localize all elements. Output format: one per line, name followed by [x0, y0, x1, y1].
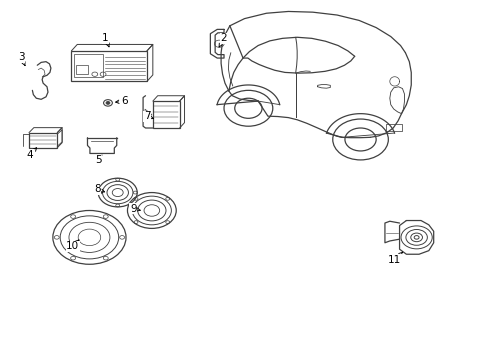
Text: 2: 2 [219, 33, 227, 47]
Text: 3: 3 [18, 52, 25, 66]
Text: 9: 9 [130, 204, 140, 214]
Text: 1: 1 [102, 33, 109, 47]
Text: 6: 6 [115, 96, 128, 106]
Bar [74, 54, 102, 77]
Text: 11: 11 [387, 252, 402, 265]
Text: 5: 5 [95, 155, 102, 165]
Circle shape [106, 102, 110, 104]
Bar [153, 101, 179, 128]
Text: 7: 7 [143, 111, 153, 121]
Bar [71, 51, 147, 81]
Text: 10: 10 [66, 240, 79, 251]
Bar [29, 133, 57, 148]
Bar [76, 65, 88, 74]
Text: 4: 4 [26, 148, 37, 160]
Text: 8: 8 [94, 184, 104, 194]
